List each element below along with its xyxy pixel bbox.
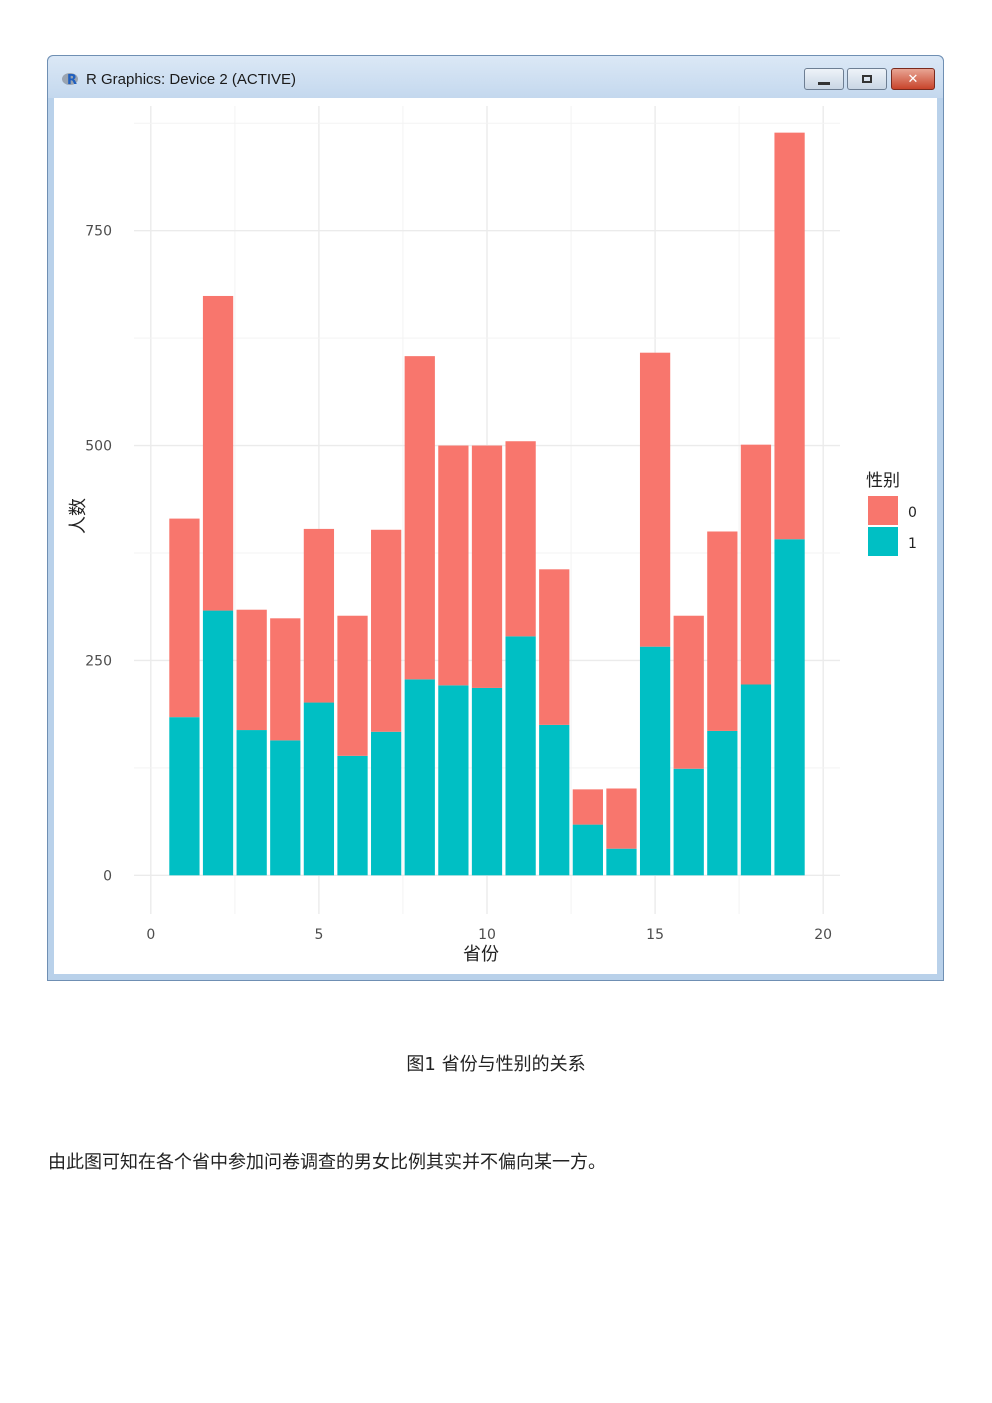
window-title: R Graphics: Device 2 (ACTIVE) (86, 71, 297, 88)
y-axis-title: 人数 (68, 498, 89, 534)
bar-segment-series-0 (673, 615, 704, 769)
bar-segment-series-1 (539, 724, 570, 876)
bar-segment-series-0 (438, 445, 469, 686)
bar-segment-series-0 (774, 132, 805, 540)
stacked-bar-chart: 0 5 10 15 20 0 250 500 750 省份 人数 性别 0 1 (68, 106, 917, 965)
bar-segment-series-1 (572, 824, 603, 876)
bar-segment-series-1 (673, 768, 704, 876)
bar-segment-series-1 (774, 539, 805, 876)
legend-label-1: 1 (908, 536, 917, 552)
bar-segment-series-1 (169, 717, 200, 876)
bar-segment-series-1 (606, 848, 637, 876)
r-graphics-window: R R Graphics: Device 2 (ACTIVE) ✕ 0 5 10 15… (47, 55, 944, 981)
y-tick-label: 500 (85, 439, 112, 455)
bar-segment-series-1 (404, 679, 435, 876)
legend: 性别 0 1 (866, 471, 917, 556)
bar-segment-series-0 (572, 789, 603, 825)
axes: 0 5 10 15 20 0 250 500 750 (85, 224, 832, 943)
bar-segment-series-1 (505, 636, 536, 876)
window-titlebar[interactable]: R R Graphics: Device 2 (ACTIVE) ✕ (48, 56, 943, 98)
bar-segment-series-0 (740, 444, 772, 685)
minimize-button[interactable] (804, 68, 844, 90)
bar-segment-series-1 (303, 702, 335, 876)
x-tick-label: 15 (646, 927, 664, 943)
r-logo-icon: R (62, 73, 78, 86)
legend-title: 性别 (866, 471, 900, 491)
bar-segment-series-0 (639, 352, 671, 647)
bar-segment-series-1 (337, 755, 368, 876)
bar-segment-series-1 (438, 685, 469, 876)
x-tick-label: 0 (146, 927, 155, 943)
bar-segment-series-0 (236, 609, 267, 731)
bar-segment-series-1 (740, 684, 772, 876)
figure-caption: 图1 省份与性别的关系 (406, 1054, 586, 1075)
y-tick-label: 750 (85, 224, 112, 240)
y-tick-label: 0 (103, 868, 112, 884)
close-button[interactable]: ✕ (891, 68, 935, 90)
bars (169, 132, 805, 876)
bar-segment-series-0 (169, 518, 200, 718)
x-tick-label: 5 (314, 927, 323, 943)
maximize-button[interactable] (847, 68, 887, 90)
legend-key-1 (868, 527, 898, 556)
bar-segment-series-1 (236, 730, 267, 876)
x-axis-title: 省份 (463, 944, 499, 965)
y-tick-label: 250 (85, 653, 112, 669)
bar-segment-series-0 (337, 615, 368, 756)
bar-segment-series-0 (371, 529, 402, 732)
x-tick-label: 10 (478, 927, 496, 943)
bar-segment-series-0 (471, 445, 503, 688)
bar-segment-series-1 (471, 687, 503, 876)
bar-segment-series-0 (202, 295, 234, 611)
bar-segment-series-0 (303, 528, 335, 703)
bar-segment-series-0 (404, 356, 435, 680)
x-tick-label: 20 (814, 927, 832, 943)
close-icon: ✕ (907, 71, 919, 87)
bar-segment-series-0 (539, 569, 570, 725)
legend-key-0 (868, 496, 898, 525)
bar-segment-series-0 (270, 618, 301, 741)
body-paragraph: 由此图可知在各个省中参加问卷调查的男女比例其实并不偏向某一方。 (48, 1152, 606, 1173)
legend-label-0: 0 (908, 505, 917, 521)
bar-segment-series-1 (202, 610, 234, 876)
bar-segment-series-0 (606, 788, 637, 849)
bar-segment-series-1 (707, 730, 738, 876)
plot-area: 0 5 10 15 20 0 250 500 750 省份 人数 性别 0 1 (54, 98, 937, 974)
bar-segment-series-1 (371, 731, 402, 876)
maximize-icon (862, 75, 872, 83)
bar-segment-series-0 (707, 531, 738, 731)
bar-segment-series-1 (270, 740, 301, 876)
svg-text:R: R (67, 73, 77, 86)
bar-segment-series-1 (639, 646, 671, 876)
minimize-icon (818, 81, 830, 85)
bar-segment-series-0 (505, 441, 536, 637)
